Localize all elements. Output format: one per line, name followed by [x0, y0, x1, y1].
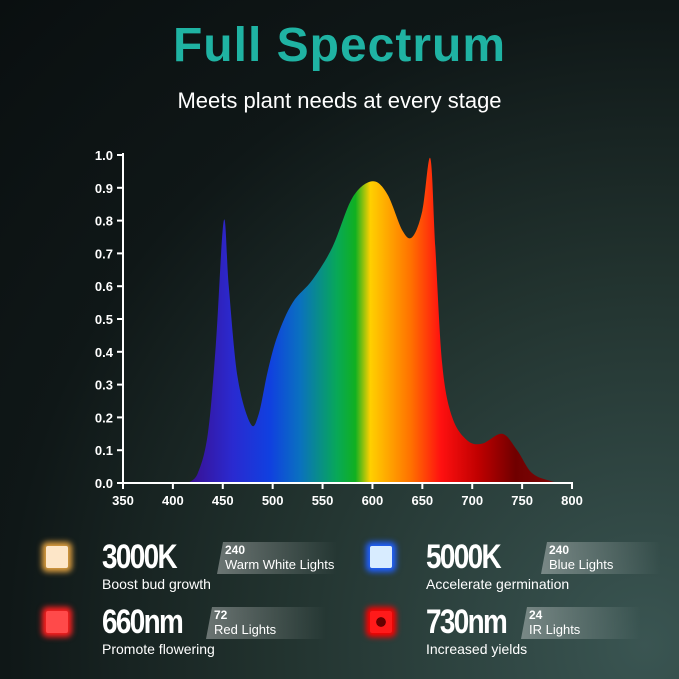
y-tick-label: 0.9: [95, 181, 113, 196]
y-tick-label: 0.6: [95, 279, 113, 294]
spectrum-chart: 350 400 450 500 550 600 650 700 750 800 0.0 0.1 0.2 0…: [95, 148, 583, 508]
feature-description: Increased yields: [426, 641, 528, 657]
x-tick-label: 500: [262, 493, 284, 508]
y-tick-label: 0.5: [95, 312, 113, 327]
spectrum-area: [187, 157, 563, 483]
led-type: Warm White Lights: [225, 557, 335, 572]
y-tick-label: 0.8: [95, 214, 113, 229]
feature-730nm: 730nm 24 IR Lights Increased yields: [360, 603, 660, 663]
x-tick-label: 750: [511, 493, 533, 508]
feature-tag: 72 Red Lights: [206, 607, 326, 639]
x-tick-label: 350: [112, 493, 134, 508]
feature-value: 3000K: [102, 538, 178, 576]
y-tick-label: 0.3: [95, 378, 113, 393]
led-type: IR Lights: [529, 622, 581, 637]
x-tick-label: 550: [312, 493, 334, 508]
led-color-icon: [370, 611, 392, 633]
led-color-icon: [46, 546, 68, 568]
led-color-icon: [370, 546, 392, 568]
feature-value: 5000K: [426, 538, 502, 576]
feature-3000k: 3000K 240 Warm White Lights Boost bud gr…: [36, 538, 337, 598]
led-count: 72: [214, 608, 228, 622]
y-tick-label: 0.0: [95, 476, 113, 491]
feature-tag: 240 Warm White Lights: [217, 542, 337, 574]
y-tick-label: 1.0: [95, 148, 113, 163]
y-tick-label: 0.7: [95, 246, 113, 261]
led-type: Blue Lights: [549, 557, 614, 572]
feature-description: Accelerate germination: [426, 576, 570, 592]
led-type: Red Lights: [214, 622, 277, 637]
feature-value: 660nm: [102, 603, 184, 641]
feature-5000k: 5000K 240 Blue Lights Accelerate germina…: [360, 538, 661, 598]
x-tick-label: 600: [362, 493, 384, 508]
x-tick-label: 800: [561, 493, 583, 508]
feature-value: 730nm: [426, 603, 508, 641]
x-tick-label: 700: [461, 493, 483, 508]
y-tick-label: 0.4: [95, 345, 114, 360]
led-count: 24: [529, 608, 543, 622]
x-tick-label: 650: [411, 493, 433, 508]
x-tick-label: 400: [162, 493, 184, 508]
page-subtitle: Meets plant needs at every stage: [177, 88, 502, 113]
feature-tag: 240 Blue Lights: [541, 542, 661, 574]
feature-description: Promote flowering: [102, 641, 215, 657]
led-count: 240: [549, 543, 570, 557]
y-tick-label: 0.2: [95, 410, 113, 425]
x-tick-label: 450: [212, 493, 234, 508]
feature-660nm: 660nm 72 Red Lights Promote flowering: [36, 603, 336, 663]
led-color-icon: [46, 611, 68, 633]
led-count: 240: [225, 543, 246, 557]
page-title: Full Spectrum: [172, 19, 507, 72]
feature-tag: 24 IR Lights: [521, 607, 641, 639]
feature-description: Boost bud growth: [102, 576, 211, 592]
y-tick-label: 0.1: [95, 443, 113, 458]
